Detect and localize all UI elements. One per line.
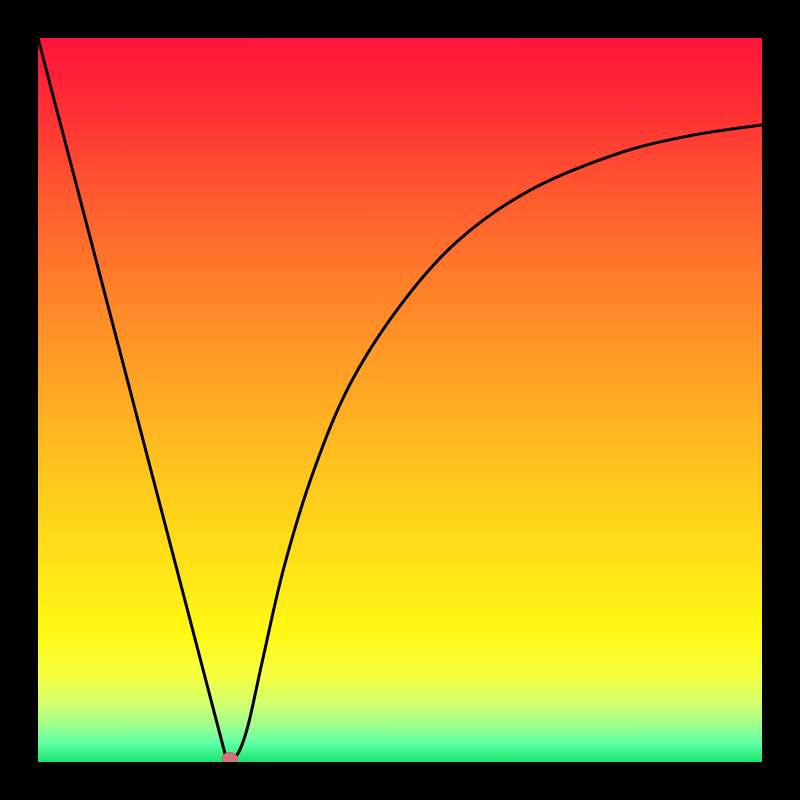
chart-container: TheBottleneck.com (0, 0, 800, 800)
watermark-text: TheBottleneck.com (593, 2, 790, 28)
plot-gradient-background (38, 38, 762, 762)
bottleneck-chart-svg (0, 0, 800, 800)
